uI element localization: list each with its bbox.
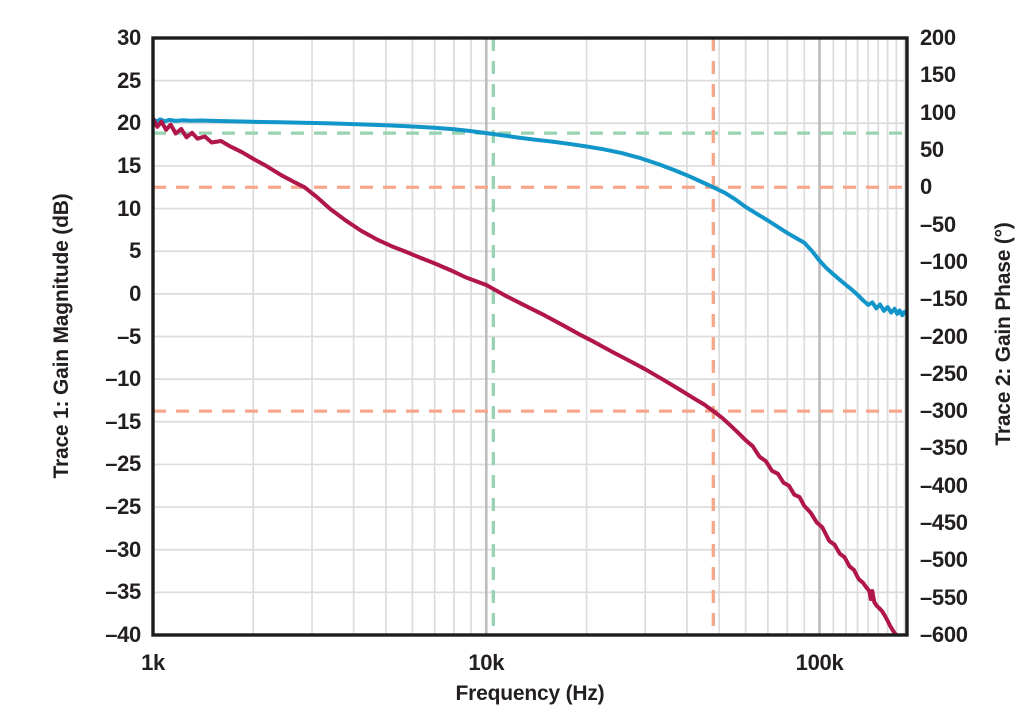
right-tick-label: –400 [920,472,968,498]
right-tick-label: –100 [920,248,968,274]
right-tick-label: 150 [920,62,956,88]
left-tick-label: –10 [105,366,141,392]
right-tick-label: –250 [920,360,968,386]
left-tick-label: –30 [105,536,141,562]
right-axis-title: Trace 2: Gain Phase (°) [992,222,1015,446]
left-tick-label: –40 [105,622,141,647]
left-tick-label: 30 [117,25,141,50]
left-tick-label: –25 [105,494,141,520]
x-tick-label: 10k [468,650,505,675]
left-tick-label: 25 [117,67,141,93]
right-tick-label: 200 [920,25,956,50]
series-gain-phase [153,116,907,635]
plot-frame [151,36,909,637]
left-tick-label: 0 [129,280,141,306]
series-gain-magnitude [153,117,907,318]
right-tick-label: –450 [920,510,968,536]
right-tick-label: –500 [920,547,968,573]
x-tick-label: 100k [795,650,844,675]
left-tick-label: –35 [105,579,141,605]
right-tick-label: –300 [920,398,968,424]
right-tick-label: –50 [920,211,956,237]
right-tick-label: –200 [920,323,968,349]
left-tick-label: 20 [117,110,141,136]
x-axis-title: Frequency (Hz) [455,682,605,705]
left-tick-label: –15 [105,408,141,434]
left-tick-label: –25 [105,451,141,477]
x-tick-label: 1k [141,650,165,675]
left-axis-title: Trace 1: Gain Magnitude (dB) [50,193,73,479]
right-tick-label: –600 [920,622,968,647]
left-tick-label: 10 [117,195,141,221]
right-tick-label: 100 [920,99,956,125]
right-tick-label: 50 [920,136,944,162]
right-tick-label: 0 [920,174,932,200]
left-tick-label: 15 [117,152,141,178]
left-tick-label: –5 [117,323,141,349]
right-tick-label: –150 [920,286,968,312]
right-tick-label: –350 [920,435,968,461]
left-tick-label: 5 [129,238,141,264]
right-tick-label: –550 [920,584,968,610]
